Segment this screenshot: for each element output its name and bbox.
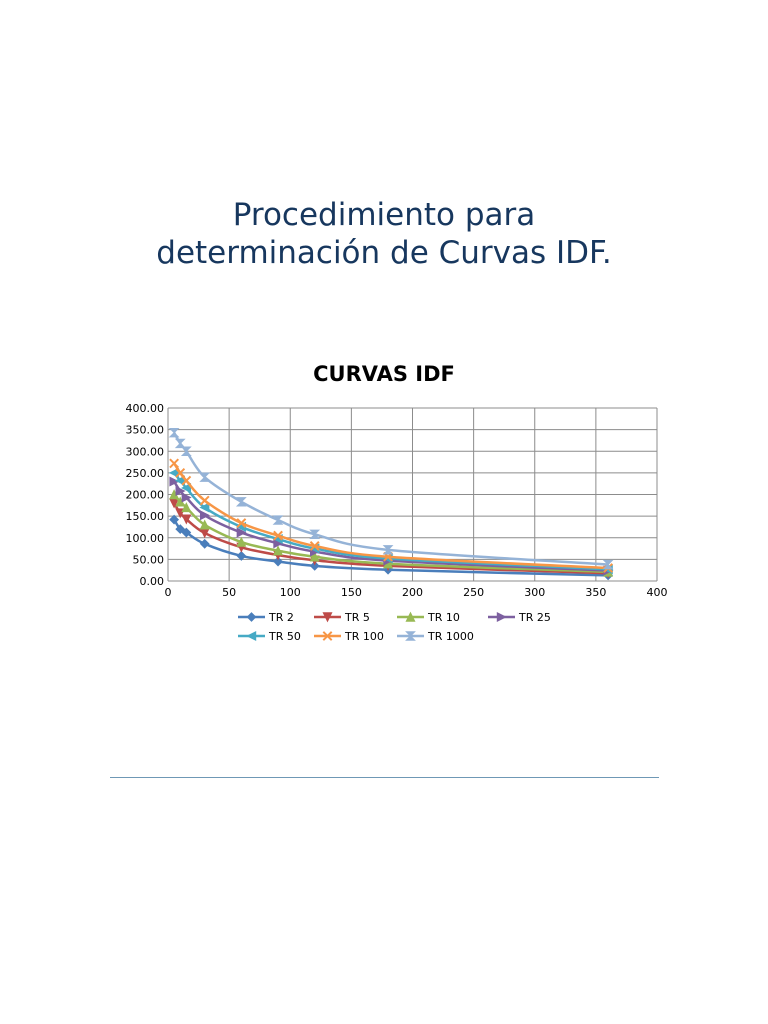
chart-title: CURVAS IDF	[313, 362, 455, 386]
legend-label: TR 1000	[427, 630, 474, 643]
x-tick-label: 400	[647, 586, 668, 599]
data-point	[181, 514, 192, 525]
y-tick-label: 150.00	[126, 510, 165, 523]
data-point	[180, 446, 192, 456]
legend-marker	[405, 611, 416, 622]
x-tick-label: 350	[585, 586, 606, 599]
data-point	[236, 536, 247, 547]
data-point	[181, 492, 192, 503]
y-tick-label: 0.00	[140, 575, 165, 588]
data-point	[169, 458, 180, 469]
y-tick-label: 50.00	[133, 553, 165, 566]
data-point	[175, 486, 186, 497]
data-point	[236, 527, 247, 538]
data-point	[272, 515, 284, 525]
data-point	[181, 527, 192, 538]
data-point	[181, 483, 192, 494]
legend-label: TR 50	[268, 630, 301, 643]
legend-label: TR 5	[344, 611, 370, 624]
data-point	[309, 560, 320, 571]
data-point	[175, 467, 186, 478]
legend-marker	[322, 612, 333, 623]
data-point	[181, 502, 192, 513]
page-title-line-2: determinación de Curvas IDF.	[156, 235, 612, 271]
legend-label: TR 2	[268, 611, 294, 624]
data-point	[199, 538, 210, 549]
data-point	[175, 524, 186, 535]
legend-marker	[246, 630, 257, 642]
horizontal-divider	[110, 777, 659, 778]
x-tick-label: 50	[222, 586, 236, 599]
x-tick-label: 250	[463, 586, 484, 599]
x-tick-label: 0	[165, 586, 172, 599]
x-tick-label: 200	[402, 586, 423, 599]
data-point	[382, 545, 394, 555]
data-point	[174, 475, 185, 486]
data-point	[273, 556, 283, 567]
data-point	[199, 502, 210, 513]
data-point	[309, 551, 320, 562]
legend-label: TR 10	[427, 611, 460, 624]
data-point	[273, 530, 283, 541]
legend-marker	[322, 631, 333, 641]
legend-marker	[246, 612, 257, 622]
legend-marker	[496, 611, 507, 623]
y-tick-label: 300.00	[126, 445, 165, 458]
page-title: Procedimiento para determinación de Curv…	[84, 196, 684, 272]
data-point	[199, 510, 210, 521]
data-point	[168, 427, 180, 438]
data-point	[199, 472, 211, 482]
x-tick-label: 300	[524, 586, 545, 599]
data-point	[236, 518, 247, 528]
data-point	[199, 519, 210, 530]
data-point	[235, 497, 247, 507]
data-point	[168, 467, 179, 478]
data-point	[273, 545, 284, 556]
x-tick-label: 150	[341, 586, 362, 599]
legend-marker	[405, 631, 416, 641]
legend-label: TR 25	[518, 611, 551, 624]
data-point	[602, 559, 614, 570]
page-title-line-1: Procedimiento para	[232, 197, 536, 233]
y-tick-label: 350.00	[126, 424, 165, 437]
data-point	[309, 541, 320, 551]
y-tick-label: 200.00	[126, 489, 165, 502]
x-tick-label: 100	[280, 586, 301, 599]
y-tick-label: 100.00	[126, 532, 165, 545]
y-tick-label: 400.00	[126, 402, 165, 415]
data-point	[236, 551, 247, 561]
data-point	[181, 475, 192, 486]
data-point	[199, 495, 210, 506]
data-point	[169, 476, 180, 487]
y-tick-label: 250.00	[126, 467, 165, 480]
data-point	[309, 529, 321, 539]
legend-label: TR 100	[344, 630, 384, 643]
data-point	[174, 438, 186, 449]
data-point	[169, 514, 180, 525]
